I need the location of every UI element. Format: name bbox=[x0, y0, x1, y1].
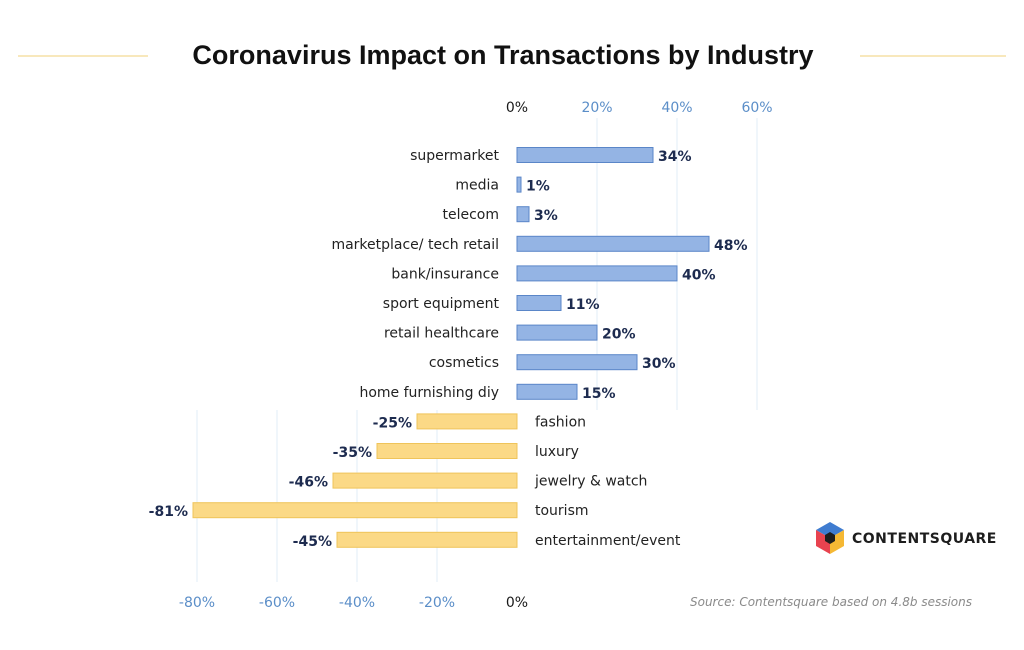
category-label: sport equipment bbox=[383, 296, 500, 312]
x-tick-label: 60% bbox=[741, 100, 772, 116]
data-label: 3% bbox=[534, 208, 558, 224]
x-tick-label: 40% bbox=[661, 100, 692, 116]
brand-name: CONTENTSQUARE bbox=[852, 531, 997, 547]
bars: supermarket 34% media 1% telecom 3% marketplac… bbox=[149, 147, 748, 550]
bar bbox=[516, 206, 530, 223]
data-label: -81% bbox=[149, 504, 188, 520]
x-tick-label: 20% bbox=[581, 100, 612, 116]
category-label: media bbox=[455, 178, 499, 194]
bar bbox=[516, 235, 710, 252]
category-label: bank/insurance bbox=[391, 266, 499, 282]
category-label: supermarket bbox=[410, 148, 499, 164]
bottom-axis: -80% -60% -40% -20% 0% bbox=[179, 595, 528, 611]
data-label: 40% bbox=[682, 267, 716, 283]
data-label: -46% bbox=[289, 475, 328, 491]
category-label: telecom bbox=[442, 207, 499, 223]
data-label: 15% bbox=[582, 386, 616, 402]
contentsquare-logo-icon bbox=[816, 522, 844, 554]
bar bbox=[516, 176, 522, 193]
data-label: -25% bbox=[373, 415, 412, 431]
gridlines bbox=[196, 118, 758, 582]
bar bbox=[516, 324, 598, 341]
category-label: jewelry & watch bbox=[534, 474, 647, 490]
x-tick-label: -40% bbox=[339, 595, 375, 611]
top-axis: 0% 20% 40% 60% bbox=[506, 100, 773, 116]
bar bbox=[416, 413, 518, 430]
data-label: 1% bbox=[526, 179, 550, 195]
data-label: -35% bbox=[333, 445, 372, 461]
bar bbox=[516, 265, 678, 282]
category-label: tourism bbox=[535, 503, 589, 519]
bar bbox=[376, 443, 518, 459]
data-label: 30% bbox=[642, 356, 676, 372]
x-tick-label: 0% bbox=[506, 100, 528, 116]
x-tick-label: -80% bbox=[179, 595, 215, 611]
bar bbox=[332, 472, 518, 489]
bar bbox=[516, 383, 578, 400]
data-label: 11% bbox=[566, 297, 600, 313]
bar bbox=[516, 354, 638, 371]
x-tick-label: -60% bbox=[259, 595, 295, 611]
category-label: fashion bbox=[535, 414, 586, 430]
category-label: marketplace/ tech retail bbox=[331, 237, 499, 253]
category-label: luxury bbox=[535, 444, 579, 460]
source-note: Source: Contentsquare based on 4.8b sess… bbox=[690, 595, 972, 609]
category-label: entertainment/event bbox=[535, 533, 681, 549]
bar bbox=[192, 502, 518, 519]
category-label: retail healthcare bbox=[384, 326, 499, 342]
x-tick-label: -20% bbox=[419, 595, 455, 611]
data-label: 20% bbox=[602, 327, 636, 343]
bar bbox=[516, 147, 654, 163]
data-label: 48% bbox=[714, 238, 748, 254]
data-label: -45% bbox=[293, 534, 332, 550]
chart-title: Coronavirus Impact on Transactions by In… bbox=[192, 40, 813, 70]
x-tick-label: 0% bbox=[506, 595, 528, 611]
category-label: cosmetics bbox=[429, 355, 499, 371]
data-label: 34% bbox=[658, 149, 692, 165]
bar bbox=[336, 531, 518, 548]
bar bbox=[516, 295, 562, 311]
contentsquare-logo: CONTENTSQUARE bbox=[816, 522, 997, 554]
category-label: home furnishing diy bbox=[359, 385, 499, 401]
